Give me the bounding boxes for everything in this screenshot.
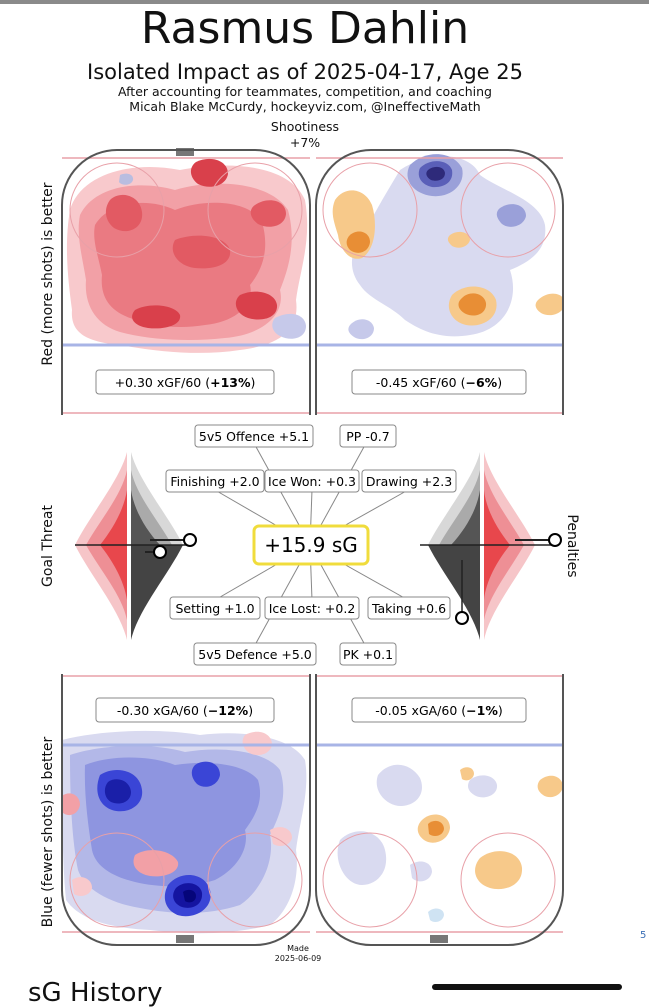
defence-5v5-pct: −12% <box>208 703 249 718</box>
defence-pk-rink: -0.05 xGA/60 (−1%) <box>315 674 564 946</box>
component-pk: PK +0.1 <box>339 642 397 666</box>
made-stamp: Made 2025-06-09 <box>268 944 328 964</box>
defence-pk-xga: -0.05 xGA/60 ( <box>375 703 466 718</box>
svg-text:-0.05 xGA/60 (−1%): -0.05 xGA/60 (−1%) <box>375 703 503 718</box>
offence-pp-rink: -0.45 xGF/60 (−6%) <box>315 149 564 415</box>
defence-pk-close: ) <box>498 703 503 718</box>
component-pp: PP -0.7 <box>339 424 397 448</box>
drawing-value: Drawing +2.3 <box>366 474 452 489</box>
offence-pp-close: ) <box>497 375 502 390</box>
svg-text:+0.30 xGF/60 (+13%): +0.30 xGF/60 (+13%) <box>115 375 256 390</box>
component-defence-5v5: 5v5 Defence +5.0 <box>193 642 317 666</box>
player-name: Rasmus Dahlin <box>140 3 470 54</box>
top-edge-bar <box>0 0 649 4</box>
penalties-distribution <box>420 452 562 640</box>
pp-value: PP -0.7 <box>346 429 389 444</box>
offence-pp-pct: −6% <box>465 375 497 390</box>
taking-value: Taking +0.6 <box>371 601 446 616</box>
offence-pp-heatmap <box>332 154 563 340</box>
ice-won-value: Ice Won: +0.3 <box>268 474 356 489</box>
edge-link-fragment[interactable]: 5 <box>640 930 647 941</box>
ice-lost-value: Ice Lost: +0.2 <box>269 601 356 616</box>
defence-5v5-value: 5v5 Defence +5.0 <box>198 647 312 662</box>
offence-5v5-value: 5v5 Offence +5.1 <box>199 429 309 444</box>
pk-value: PK +0.1 <box>343 647 393 662</box>
component-ice-lost: Ice Lost: +0.2 <box>264 596 360 620</box>
offence-5v5-xgf: +0.30 xGF/60 ( <box>115 375 211 390</box>
finishing-value: Finishing +2.0 <box>170 474 259 489</box>
svg-text:-0.30 xGA/60 (−12%): -0.30 xGA/60 (−12%) <box>117 703 253 718</box>
home-indicator-bar[interactable] <box>432 984 622 990</box>
svg-text:-0.45 xGF/60 (−6%): -0.45 xGF/60 (−6%) <box>376 375 502 390</box>
adjustment-note: After accounting for teammates, competit… <box>118 84 492 99</box>
total-sg-box: +15.9 sG <box>252 524 370 566</box>
offence-5v5-rink: +0.30 xGF/60 (+13%) <box>61 148 311 415</box>
component-offence-5v5: 5v5 Offence +5.1 <box>194 424 314 448</box>
sg-history-heading: sG History <box>28 978 163 1008</box>
component-finishing: Finishing +2.0 <box>165 469 265 493</box>
offence-5v5-pct: +13% <box>210 375 251 390</box>
component-drawing: Drawing +2.3 <box>361 469 457 493</box>
made-date: 2025-06-09 <box>274 954 322 963</box>
component-taking: Taking +0.6 <box>367 596 451 620</box>
defence-5v5-xga: -0.30 xGA/60 ( <box>117 703 208 718</box>
shootiness-label: Shootiness <box>270 119 340 134</box>
goal-threat-distribution <box>75 452 197 640</box>
chart-subtitle: Isolated Impact as of 2025-04-17, Age 25 <box>87 60 523 84</box>
defence-5v5-close: ) <box>248 703 253 718</box>
made-label: Made <box>287 944 309 953</box>
setting-value: Setting +1.0 <box>175 601 254 616</box>
defence-pk-heatmap <box>337 764 563 923</box>
defence-5v5-heatmap <box>62 730 307 934</box>
shootiness-value: +7% <box>289 135 321 150</box>
defence-5v5-rink: -0.30 xGA/60 (−12%) <box>61 674 311 946</box>
offence-pp-xgf: -0.45 xGF/60 ( <box>376 375 466 390</box>
component-setting: Setting +1.0 <box>169 596 261 620</box>
total-sg-value: +15.9 sG <box>264 533 358 557</box>
defence-pk-pct: −1% <box>466 703 498 718</box>
author-credit: Micah Blake McCurdy, hockeyviz.com, @Ine… <box>129 99 481 114</box>
offence-5v5-close: ) <box>251 375 256 390</box>
offence-5v5-heatmap <box>66 158 308 353</box>
component-ice-won: Ice Won: +0.3 <box>264 469 360 493</box>
